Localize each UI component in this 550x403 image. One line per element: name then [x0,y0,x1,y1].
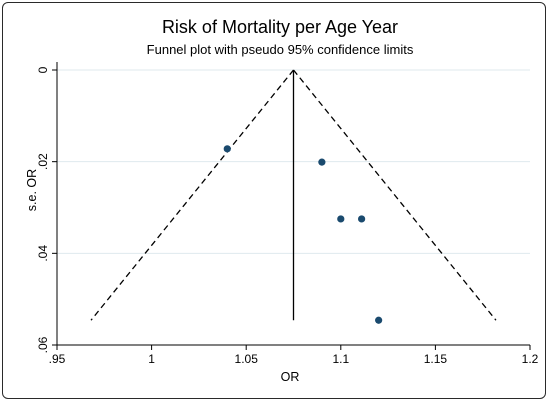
x-tick-label-3: 1.1 [332,352,349,366]
data-point-0 [223,145,231,153]
y-axis-label: s.e. OR [25,169,39,211]
x-tick-label-4: 1.15 [424,352,448,366]
y-tick-label-1: .02 [36,153,50,170]
lower-confidence-limit [90,69,295,321]
data-point-2 [337,215,345,223]
x-tick-label-2: 1.05 [235,352,259,366]
y-tick-label-0: 0 [36,66,50,73]
x-tick-label-0: .95 [49,352,66,366]
y-tick-label-2: .04 [36,245,50,262]
data-point-4 [375,316,383,324]
data-point-1 [318,158,326,166]
data-point-3 [358,215,366,223]
upper-confidence-limit [292,69,497,321]
x-tick-label-5: 1.2 [522,352,539,366]
chart-frame [2,2,546,399]
x-axis-label: OR [281,370,300,384]
chart-subtitle: Funnel plot with pseudo 95% confidence l… [147,42,414,57]
chart-title: Risk of Mortality per Age Year [162,17,398,37]
y-tick-label-3: .06 [36,336,50,353]
x-tick-label-1: 1 [148,352,155,366]
